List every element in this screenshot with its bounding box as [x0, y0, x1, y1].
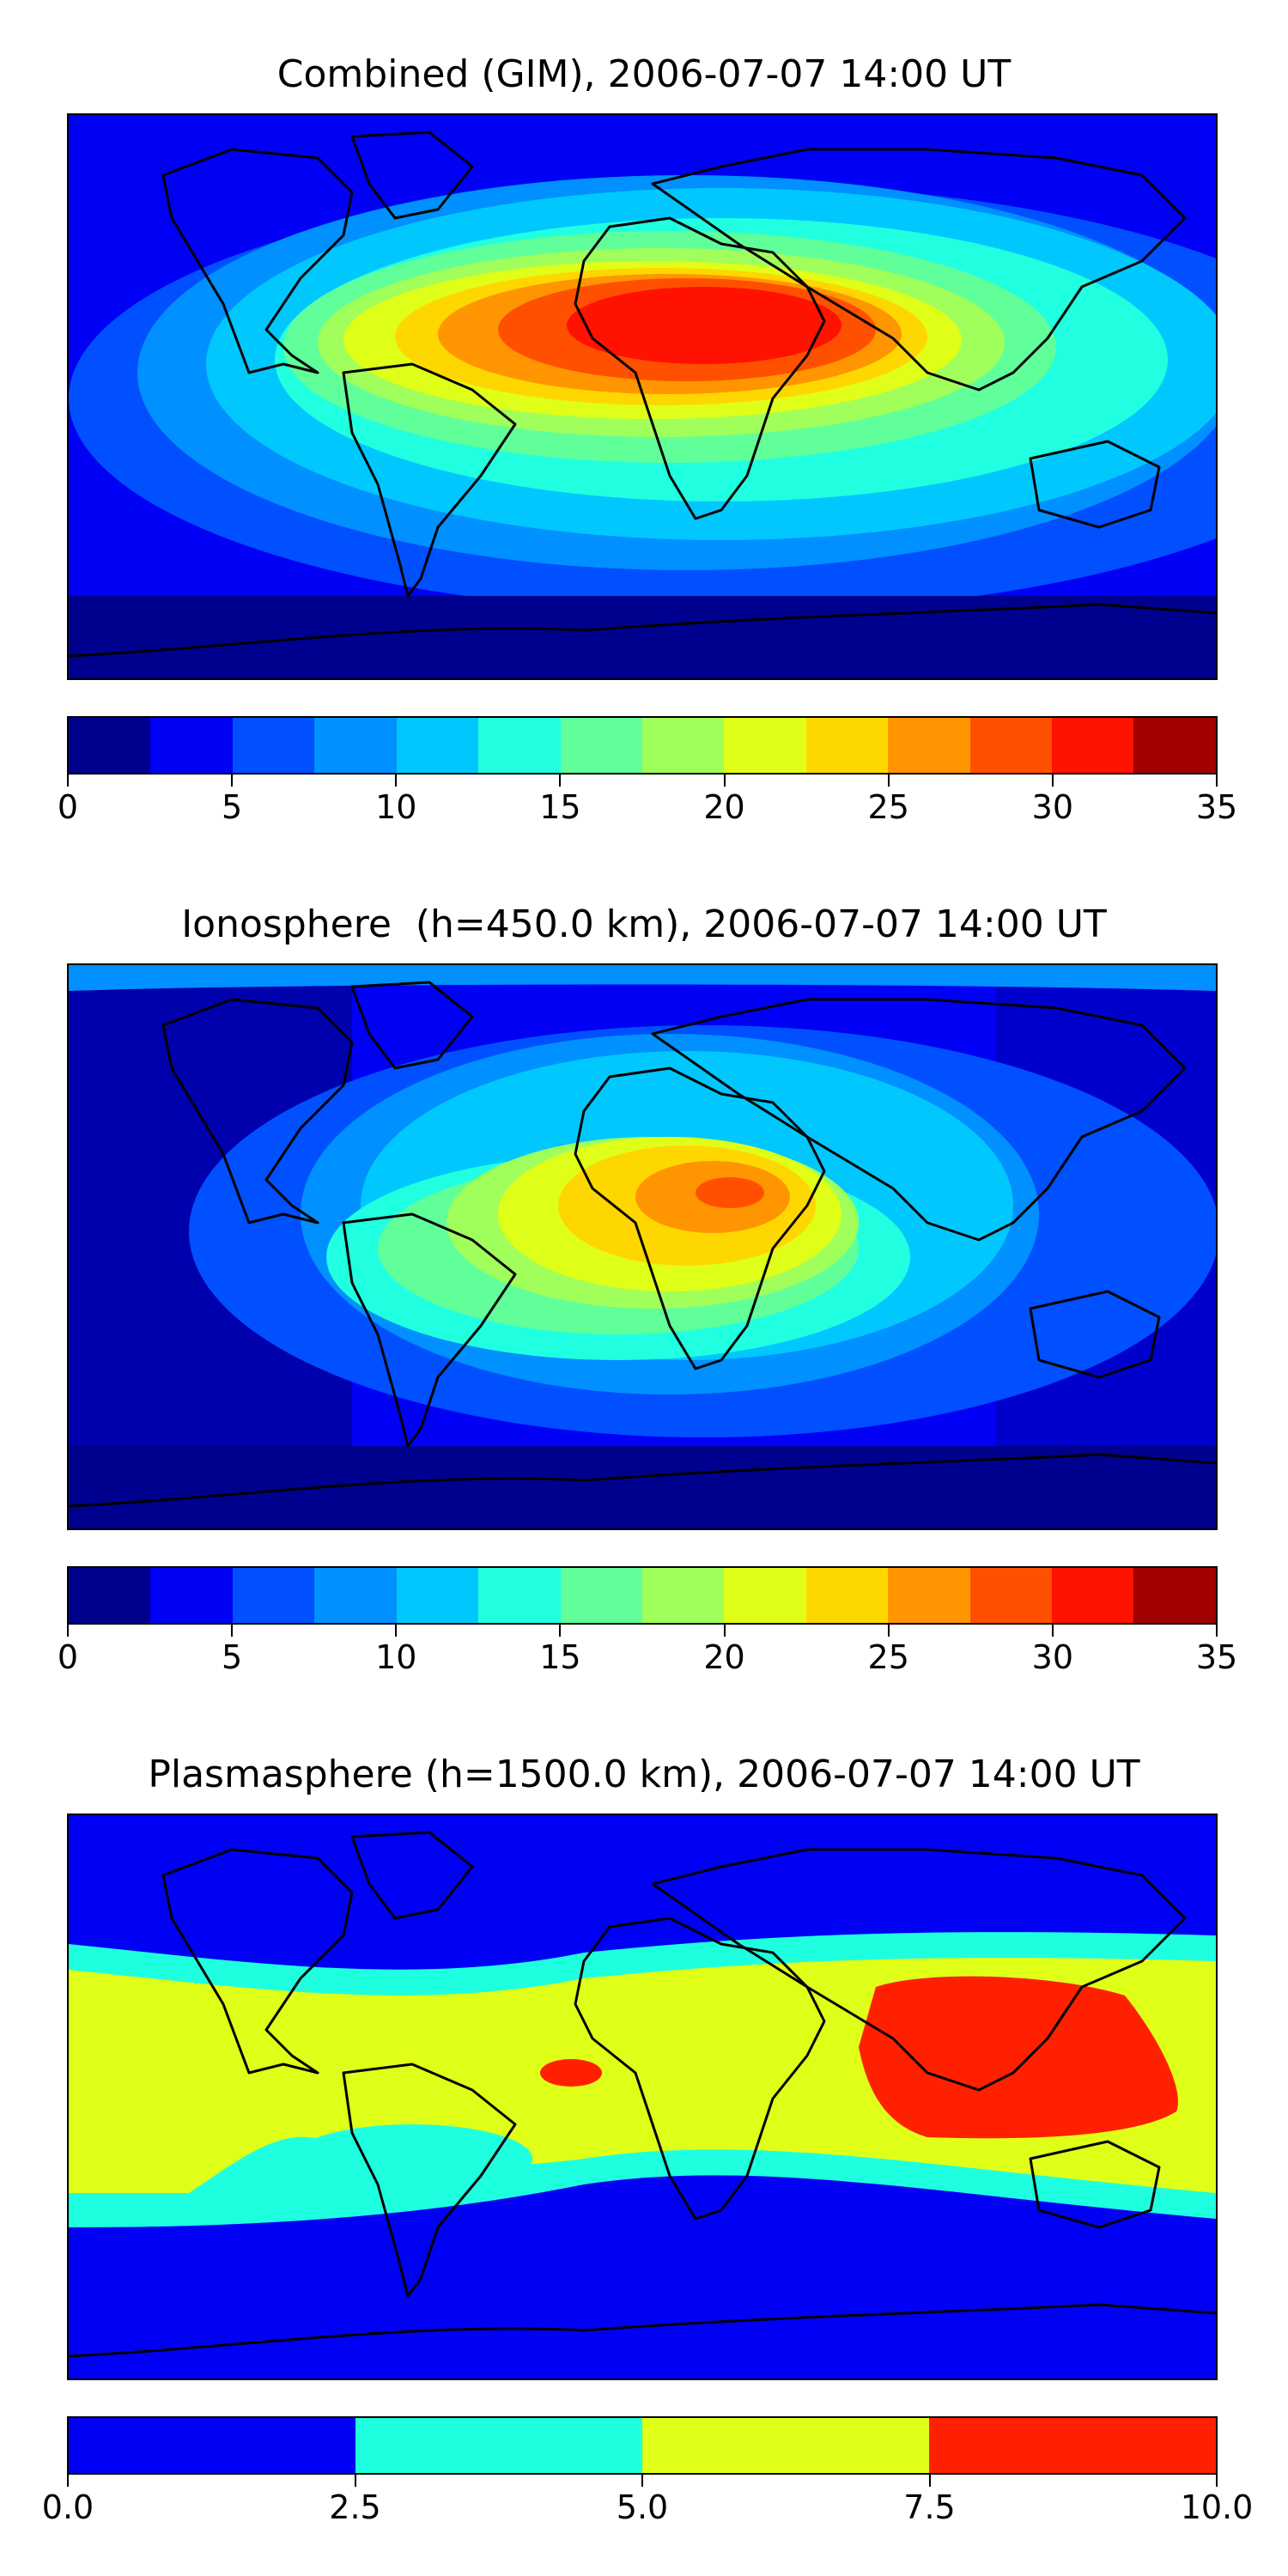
colorbar-segment [396, 718, 479, 773]
colorbar-tick [1216, 1625, 1218, 1637]
colorbar-segment [1133, 1568, 1216, 1623]
colorbar-segment [1052, 718, 1134, 773]
colorbar-segment [69, 718, 151, 773]
colorbar-tick-label: 2.5 [329, 2488, 381, 2526]
colorbar-tick [67, 2475, 69, 2487]
colorbar-segment [969, 718, 1053, 773]
colorbar-tick-label: 35 [1195, 788, 1238, 826]
colorbar-segment [396, 1568, 479, 1623]
colorbar-tick [354, 2475, 356, 2487]
colorbar-tick-label: 0 [57, 788, 79, 826]
colorbar-segment [232, 1568, 315, 1623]
colorbar-tick [559, 1625, 562, 1637]
colorbar-segment [314, 718, 397, 773]
colorbar-segment [641, 1568, 725, 1623]
colorbar-tick [1216, 2475, 1218, 2487]
colorbar-tick-label: 10.0 [1180, 2488, 1254, 2526]
colorbar-segment [69, 2418, 355, 2473]
colorbar-segment [888, 1568, 970, 1623]
colorbar-segment [888, 718, 970, 773]
colorbar-segment [314, 1568, 397, 1623]
map-plasmasphere [67, 1814, 1218, 2380]
colorbar-tick-label: 5 [222, 788, 243, 826]
colorbar-segment [232, 718, 315, 773]
colorbar-segment [150, 718, 233, 773]
colorbar-tick [1216, 775, 1218, 787]
colorbar-tick [395, 775, 398, 787]
panel-title-plasmasphere: Plasmasphere (h=1500.0 km), 2006-07-07 1… [148, 1753, 1140, 1796]
colorbar-segment [355, 2418, 642, 2473]
colorbar-tick [887, 775, 890, 787]
panel-title-combined: Combined (GIM), 2006-07-07 14:00 UT [276, 52, 1012, 96]
colorbar-tick [1051, 775, 1054, 787]
colorbar-tick-label: 25 [867, 1638, 909, 1676]
colorbar-segment [724, 718, 806, 773]
colorbar-tick [67, 775, 69, 787]
colorbar-segment [478, 1568, 561, 1623]
colorbar-plasmasphere [67, 2416, 1218, 2475]
map-ionosphere [67, 963, 1218, 1530]
colorbar-segment [1133, 718, 1216, 773]
colorbar-segment [805, 1568, 889, 1623]
colorbar-tick [1051, 1625, 1054, 1637]
colorbar-tick-label: 20 [703, 1638, 745, 1676]
colorbar-tick-label: 15 [539, 1638, 581, 1676]
colorbar-segment [724, 1568, 806, 1623]
colorbar-tick [559, 775, 562, 787]
colorbar-tick-label: 7.5 [903, 2488, 956, 2526]
colorbar-tick-label: 10 [375, 1638, 417, 1676]
colorbar-segment [641, 718, 725, 773]
colorbar-segment [150, 1568, 233, 1623]
colorbar-tick [928, 2475, 931, 2487]
colorbar-tick-label: 25 [867, 788, 909, 826]
colorbar-tick [395, 1625, 398, 1637]
colorbar-segment [642, 2418, 929, 2473]
colorbar-tick-label: 0 [57, 1638, 79, 1676]
map-combined [67, 113, 1218, 680]
colorbar-tick-label: 35 [1195, 1638, 1238, 1676]
colorbar-segment [69, 1568, 151, 1623]
colorbar-tick [887, 1625, 890, 1637]
colorbar-segment [1052, 1568, 1134, 1623]
colorbar-tick-label: 15 [539, 788, 581, 826]
colorbar-segment [805, 718, 889, 773]
colorbar-segment [969, 1568, 1053, 1623]
colorbar-combined [67, 716, 1218, 775]
colorbar-ionosphere [67, 1566, 1218, 1625]
colorbar-tick [723, 1625, 726, 1637]
colorbar-tick-label: 30 [1031, 1638, 1074, 1676]
colorbar-tick-label: 10 [375, 788, 417, 826]
colorbar-tick-label: 0.0 [41, 2488, 94, 2526]
colorbar-tick [231, 775, 234, 787]
colorbar-segment [929, 2418, 1216, 2473]
panel-title-ionosphere: Ionosphere (h=450.0 km), 2006-07-07 14:0… [181, 902, 1107, 946]
colorbar-tick [723, 775, 726, 787]
colorbar-tick-label: 30 [1031, 788, 1074, 826]
colorbar-tick-label: 5 [222, 1638, 243, 1676]
colorbar-tick-label: 20 [703, 788, 745, 826]
colorbar-tick [231, 1625, 234, 1637]
colorbar-tick [67, 1625, 69, 1637]
colorbar-tick [641, 2475, 643, 2487]
colorbar-segment [560, 1568, 642, 1623]
colorbar-tick-label: 5.0 [616, 2488, 669, 2526]
colorbar-segment [478, 718, 561, 773]
colorbar-segment [560, 718, 642, 773]
